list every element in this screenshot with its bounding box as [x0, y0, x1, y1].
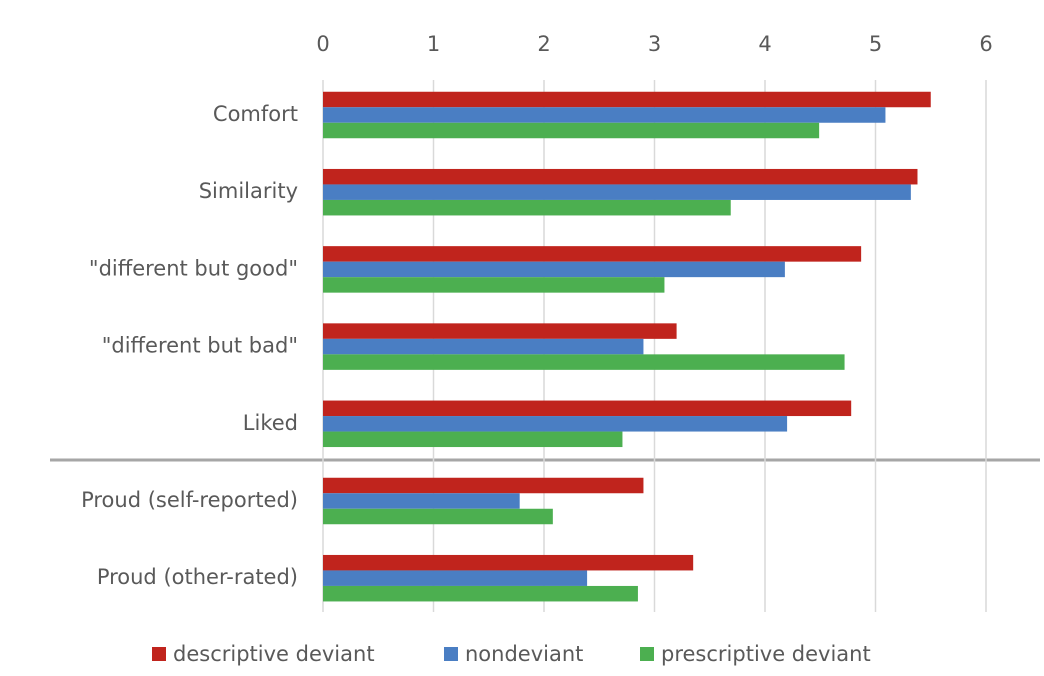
y-tick-label: Similarity	[199, 179, 298, 203]
bar	[323, 585, 638, 602]
bar	[323, 570, 588, 586]
y-tick-label: "different but good"	[89, 256, 298, 280]
bar	[323, 107, 886, 123]
bar	[323, 184, 911, 200]
bar	[323, 91, 931, 108]
bar	[323, 168, 918, 185]
bar	[323, 416, 788, 432]
bar	[323, 354, 845, 370]
x-tick-label: 1	[427, 32, 440, 56]
legend-swatch	[444, 647, 458, 661]
bar	[323, 338, 644, 355]
x-tick-label: 5	[869, 32, 882, 56]
legend-label: prescriptive deviant	[661, 642, 871, 666]
y-tick-label: "different but bad"	[102, 334, 298, 358]
bar	[323, 261, 785, 278]
x-tick-label: 6	[979, 32, 992, 56]
y-tick-label: Liked	[243, 411, 298, 435]
legend-swatch	[640, 647, 654, 661]
bar	[323, 122, 820, 139]
bar	[323, 246, 862, 262]
bar	[323, 323, 677, 339]
x-tick-label: 0	[316, 32, 329, 56]
y-tick-label: Proud (other-rated)	[97, 565, 298, 589]
bar	[323, 199, 731, 216]
bar	[323, 277, 665, 293]
x-tick-label: 4	[758, 32, 771, 56]
bar	[323, 431, 623, 448]
bar	[323, 477, 644, 494]
bar	[323, 493, 520, 509]
x-tick-label: 3	[648, 32, 661, 56]
legend-label: nondeviant	[465, 642, 583, 666]
legend-swatch	[152, 647, 166, 661]
bar	[323, 508, 553, 525]
bar	[323, 554, 694, 571]
y-tick-label: Comfort	[213, 102, 298, 126]
y-tick-label: Proud (self-reported)	[81, 488, 298, 512]
legend-label: descriptive deviant	[173, 642, 375, 666]
plot: 0 1 2 3 4 5 6 Comfort Similarity "different but g…	[81, 32, 993, 666]
x-tick-label: 2	[537, 32, 550, 56]
bar	[323, 400, 852, 417]
